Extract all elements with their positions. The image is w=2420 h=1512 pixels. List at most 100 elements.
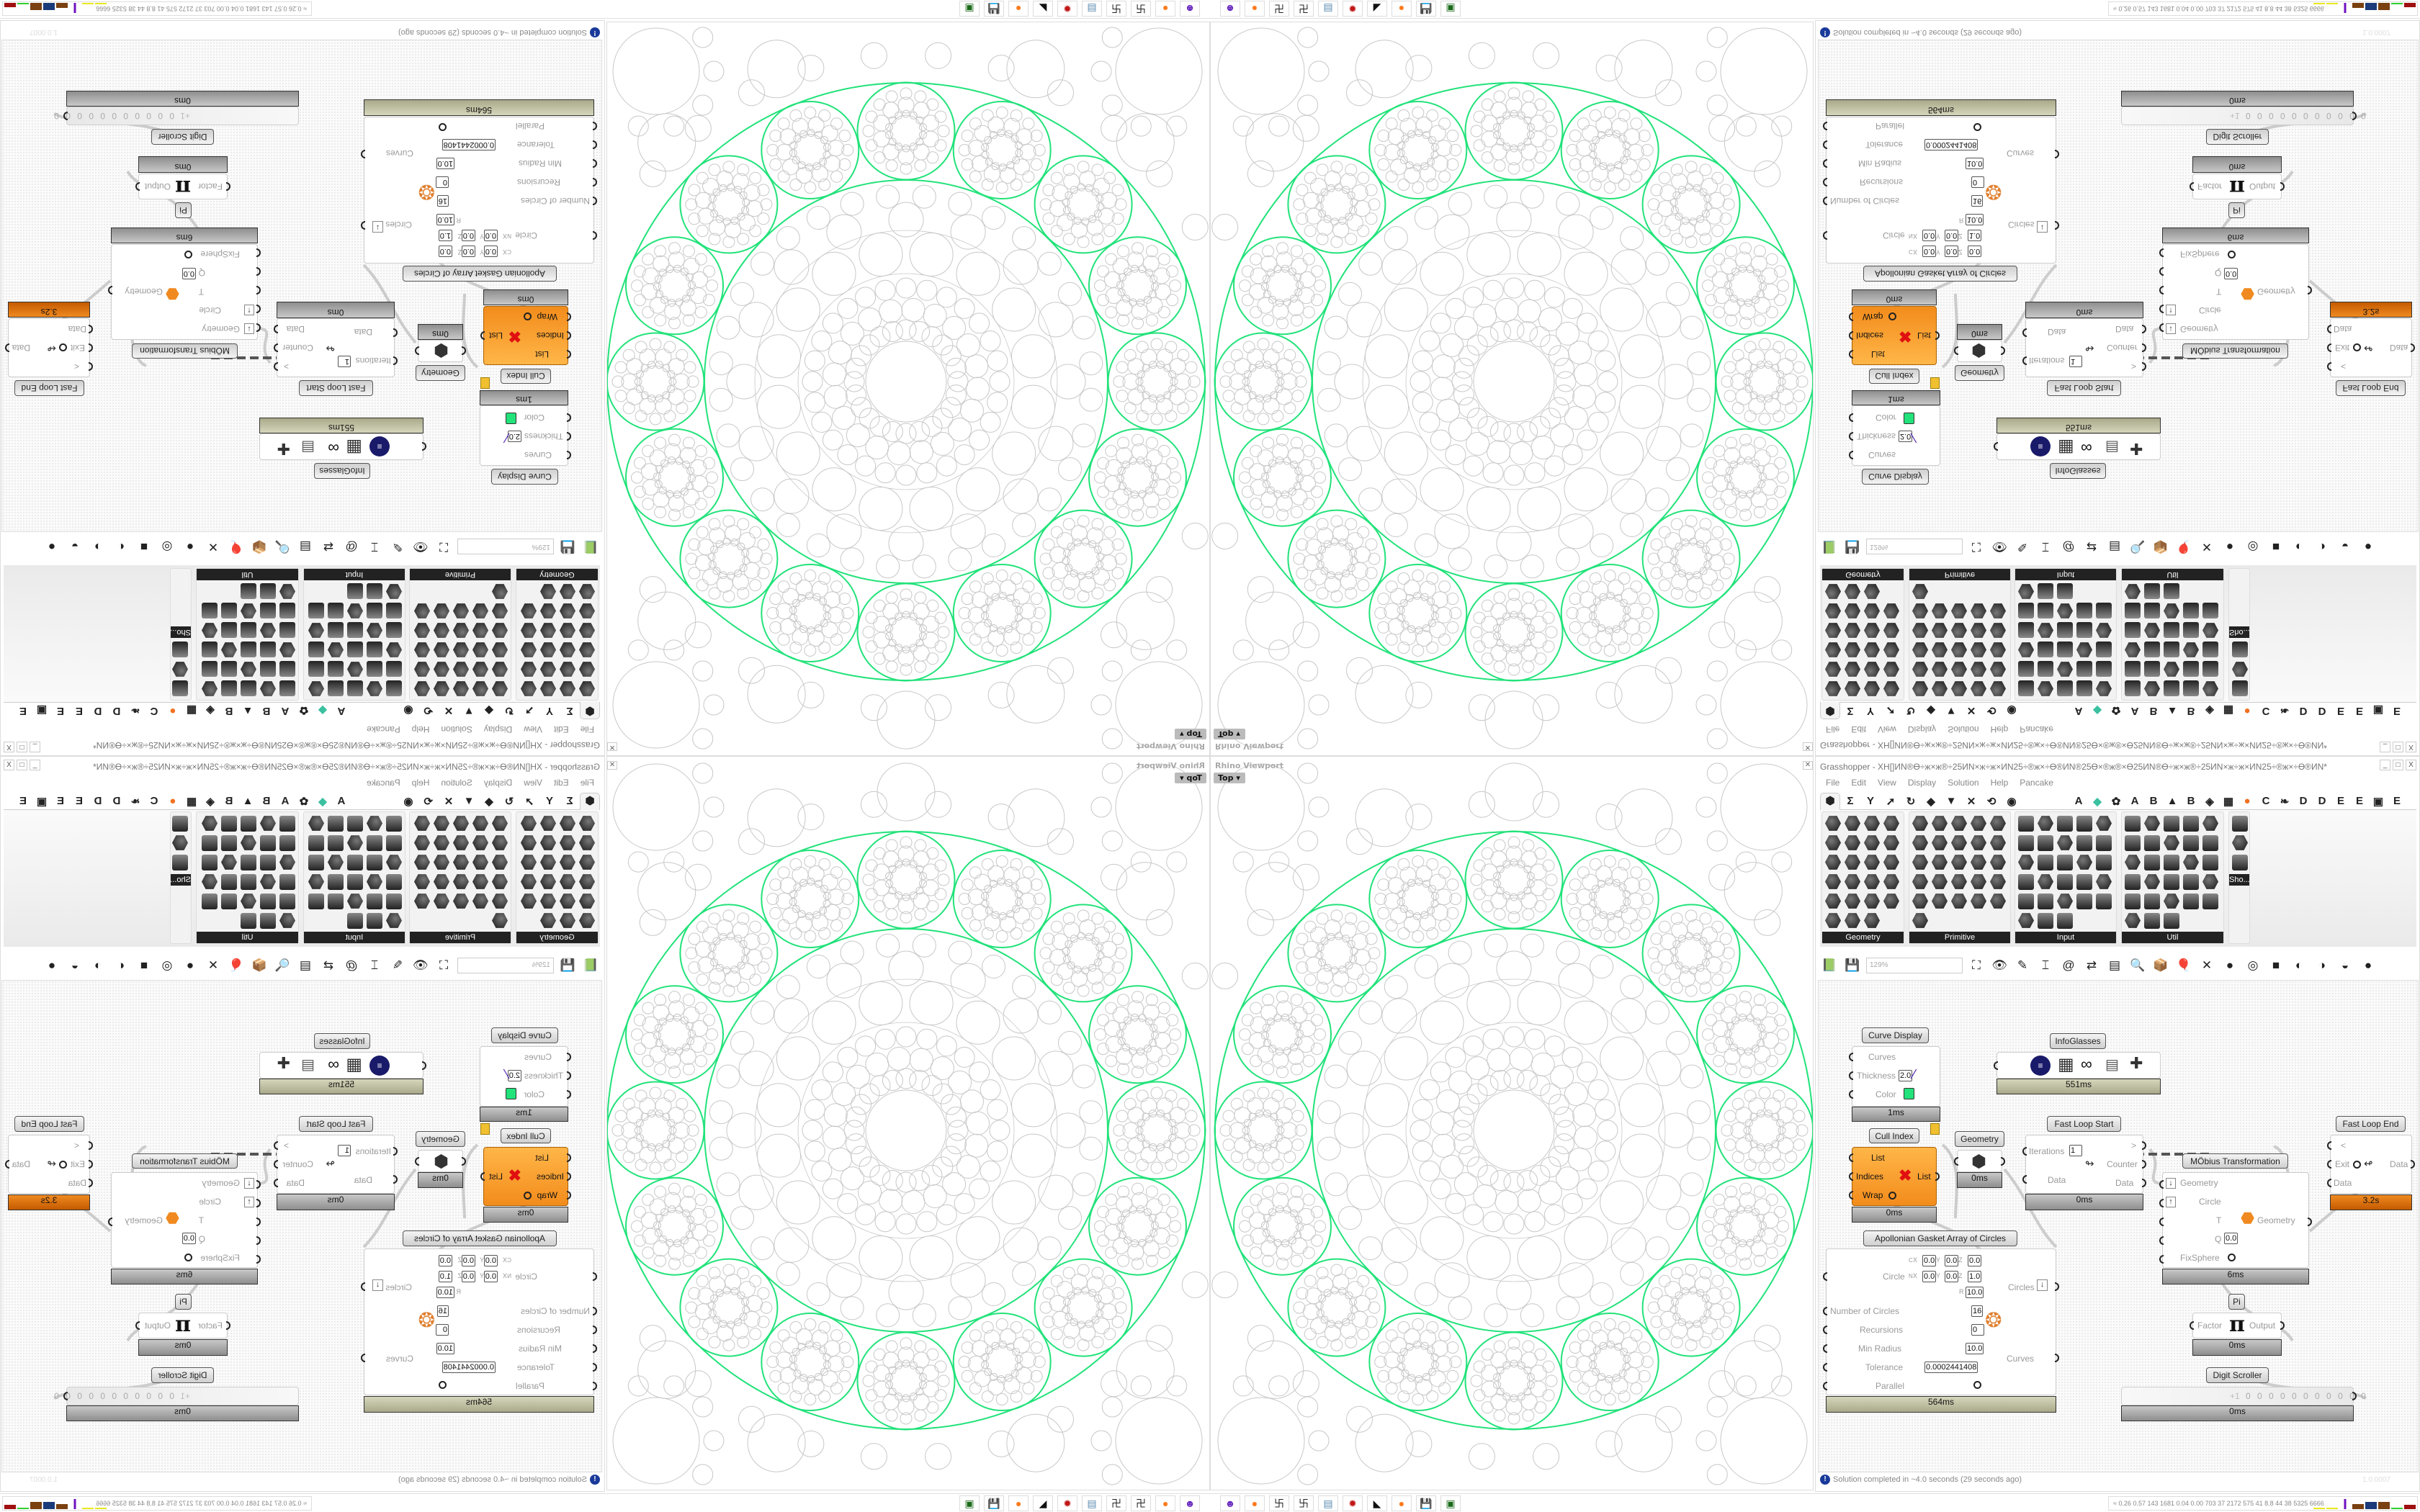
component-icon[interactable] — [240, 641, 257, 659]
component-icon[interactable] — [472, 834, 489, 852]
component-icon[interactable] — [2231, 834, 2249, 852]
curve-display-component[interactable]: Curves Thickness 2.0 ⁄ Color — [1849, 405, 1940, 466]
graft-up-icon[interactable]: ↑ — [2166, 305, 2176, 315]
input-port[interactable] — [1849, 451, 1853, 459]
component-icon[interactable] — [559, 660, 576, 678]
apollonian-gasket-component[interactable]: C X 0.0 Y 0.0 Z 0.0 Circle N X 0.0 Y 0.0… — [361, 117, 597, 264]
component-icon[interactable] — [491, 660, 508, 678]
curve-tab-icon[interactable]: ↻ — [504, 795, 514, 808]
nz-value[interactable]: 1.0 — [438, 1271, 452, 1282]
component-icon[interactable] — [1970, 660, 1987, 678]
fast-loop-end-label[interactable]: Fast Loop End — [14, 1116, 84, 1132]
component-icon[interactable] — [578, 660, 596, 678]
open-file-icon[interactable]: 📗 — [1821, 540, 1837, 554]
component-icon[interactable] — [2095, 834, 2112, 852]
canvas-icon[interactable]: ▤ — [299, 540, 312, 554]
rhino-icon[interactable]: ◣ — [1033, 1, 1053, 17]
panel-label[interactable]: Sho... — [170, 626, 191, 638]
panel-label[interactable]: Util — [2122, 932, 2223, 943]
mesh-tab-icon[interactable]: ▼ — [463, 705, 475, 717]
intersect-tab-icon[interactable]: ✕ — [1966, 795, 1976, 808]
output-port[interactable] — [2055, 1282, 2059, 1291]
letter-e-tab-icon[interactable]: E — [2336, 705, 2344, 717]
mesh-tab-icon[interactable]: ▼ — [1945, 705, 1957, 717]
component-icon[interactable] — [385, 680, 403, 698]
fast-loop-end-component[interactable]: < Exit ↫ Data Data — [5, 318, 93, 377]
component-icon[interactable] — [220, 892, 238, 910]
component-icon[interactable] — [2017, 834, 2035, 852]
component-icon[interactable] — [2037, 582, 2054, 600]
component-icon[interactable] — [578, 680, 596, 698]
component-icon[interactable] — [2124, 853, 2141, 871]
pidgin-icon[interactable]: ☻ — [1220, 1495, 1240, 1511]
menu-help[interactable]: Help — [411, 724, 430, 734]
toggle-circle[interactable] — [2353, 1161, 2361, 1169]
display-tab-icon[interactable]: ◉ — [403, 704, 413, 717]
component-icon[interactable] — [366, 582, 383, 600]
preview-eye-icon[interactable]: 👁 — [413, 958, 429, 972]
digit-values[interactable]: 0 0 0 0 0 0 0 0 0 0 0 — [2246, 111, 2368, 121]
output-port[interactable] — [135, 1321, 140, 1330]
component-icon[interactable] — [2095, 892, 2112, 910]
letter-d-tab-icon[interactable]: D — [112, 795, 121, 807]
puzzle-tab-icon[interactable]: ✿ — [299, 704, 309, 717]
component-icon[interactable] — [1883, 873, 1900, 891]
graft-up-icon[interactable]: ↑ — [2166, 1197, 2176, 1207]
letter-a-tab-icon[interactable]: A — [2130, 705, 2139, 717]
component-icon[interactable] — [1931, 602, 1948, 620]
curve-display-label[interactable]: Curve Display — [491, 469, 558, 485]
menu-display[interactable]: Display — [483, 724, 513, 734]
component-icon[interactable] — [1863, 641, 1881, 659]
fast-loop-start-label[interactable]: Fast Loop Start — [299, 380, 373, 396]
rhino-icon[interactable]: ◣ — [1367, 1495, 1387, 1511]
component-icon[interactable] — [279, 602, 296, 620]
component-icon[interactable] — [472, 680, 489, 698]
shaded-icon[interactable]: ● — [2226, 958, 2234, 972]
component-icon[interactable] — [346, 892, 364, 910]
infoglasses-component[interactable]: ≡ ▦ ∞ ▤ ✚ — [1994, 433, 2161, 460]
output-port[interactable] — [2352, 1392, 2357, 1400]
orange-circle-tab-icon[interactable]: ● — [2244, 795, 2251, 807]
fast-loop-end-component[interactable]: < Exit ↫ Data Data — [5, 1135, 93, 1194]
settings-icon[interactable]: ✹ — [1343, 1495, 1363, 1511]
curve-display-component[interactable]: Curves Thickness 2.0 ⁄ Color — [480, 1046, 571, 1107]
component-icon[interactable] — [279, 814, 296, 832]
plant-tab-icon[interactable]: Y — [546, 795, 554, 807]
input-port[interactable] — [1823, 140, 1827, 149]
input-port[interactable] — [1823, 1307, 1827, 1315]
component-icon[interactable] — [201, 834, 218, 852]
component-icon[interactable] — [452, 892, 470, 910]
component-icon[interactable] — [2056, 582, 2074, 600]
component-icon[interactable] — [559, 814, 576, 832]
component-icon[interactable] — [1883, 660, 1900, 678]
component-icon[interactable] — [327, 602, 344, 620]
component-icon[interactable] — [2202, 814, 2219, 832]
component-icon[interactable] — [2124, 834, 2141, 852]
email-icon[interactable]: @ — [345, 958, 358, 972]
digit-scroller-component[interactable]: +1 0 0 0 0 0 0 0 0 0 0 0 — [52, 1387, 299, 1405]
curve-display-component[interactable]: Curves Thickness 2.0 ⁄ Color — [1849, 1046, 1940, 1107]
letter-b-tab-icon[interactable]: B — [2149, 705, 2158, 717]
cy-value[interactable]: 0.0 — [1945, 246, 1959, 257]
min-radius-value[interactable]: 10.0 — [436, 158, 454, 169]
component-icon[interactable] — [452, 660, 470, 678]
infoglasses-label[interactable]: InfoGlasses — [314, 463, 370, 479]
component-icon[interactable] — [2056, 912, 2074, 930]
component-icon[interactable] — [539, 892, 557, 910]
cull-index-component[interactable]: List Indices Wrap ✖ List — [1849, 306, 1940, 365]
number-of-circles-value[interactable]: 16 — [1971, 195, 1984, 207]
input-port[interactable] — [1823, 1363, 1827, 1372]
view-dropdown[interactable]: Top ▾ — [1214, 729, 1245, 739]
component-icon[interactable] — [201, 873, 218, 891]
letter-a-tab-icon[interactable]: A — [337, 795, 346, 807]
console-icon[interactable]: ▣ — [959, 1, 980, 17]
notepad-icon[interactable]: ▤ — [1082, 1, 1102, 17]
graft-up-icon[interactable]: ↑ — [244, 1197, 254, 1207]
component-icon[interactable] — [2143, 814, 2161, 832]
component-icon[interactable] — [1989, 873, 2007, 891]
output-port[interactable] — [274, 325, 278, 333]
component-icon[interactable] — [1883, 602, 1900, 620]
component-icon[interactable] — [1824, 680, 1842, 698]
component-icon[interactable] — [472, 853, 489, 871]
component-icon[interactable] — [539, 602, 557, 620]
